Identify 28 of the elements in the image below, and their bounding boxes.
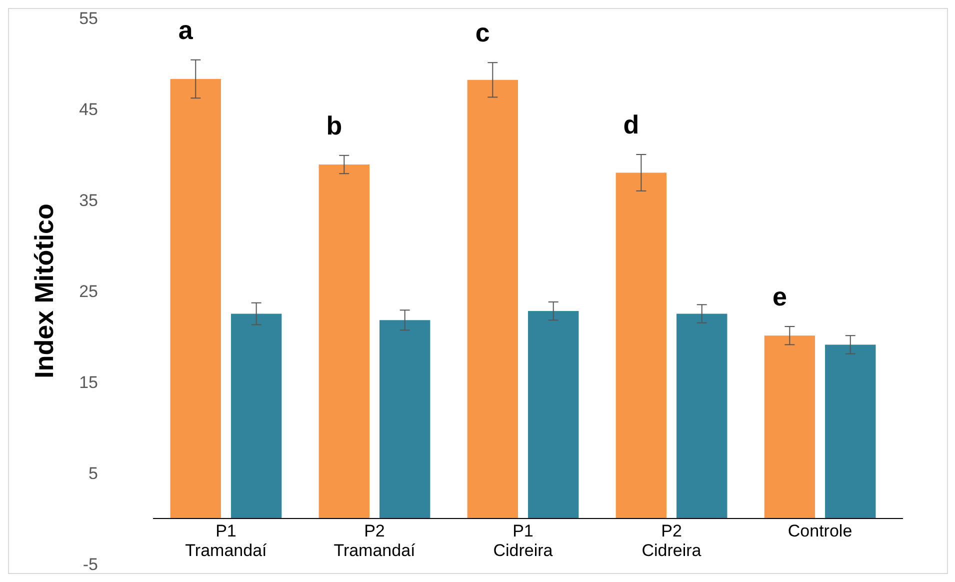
x-tick-label: P1 Cidreira [493,522,554,560]
bar [467,80,518,518]
y-tick-label: 35 [79,190,98,210]
y-tick-label: 55 [79,8,98,28]
y-tick-label: 15 [79,372,98,392]
bar [379,320,430,518]
y-tick-label: 25 [79,282,98,301]
bar [230,314,282,518]
annotation: b [326,110,342,141]
bar [170,78,221,518]
annotation: c [475,18,490,48]
x-tick-label: P1 Tramandaí [185,522,268,560]
annotation: e [772,282,787,312]
annotation: a [178,14,194,45]
annotation: d [623,110,640,140]
y-tick-label: 45 [79,100,98,119]
bar [318,164,370,518]
bar [528,311,579,518]
y-axis-title: Index Mitótico [29,204,59,378]
bar [676,314,728,518]
x-tick-label: P2 Cidreira [642,522,702,560]
y-tick-label: -5 [82,554,98,574]
x-tick-label: P2 Tramandaí [334,522,416,560]
x-tick-label: Controle [788,522,852,540]
bar [616,172,667,518]
bar [825,344,876,518]
bar [764,336,816,518]
y-tick-label: 5 [88,464,98,483]
